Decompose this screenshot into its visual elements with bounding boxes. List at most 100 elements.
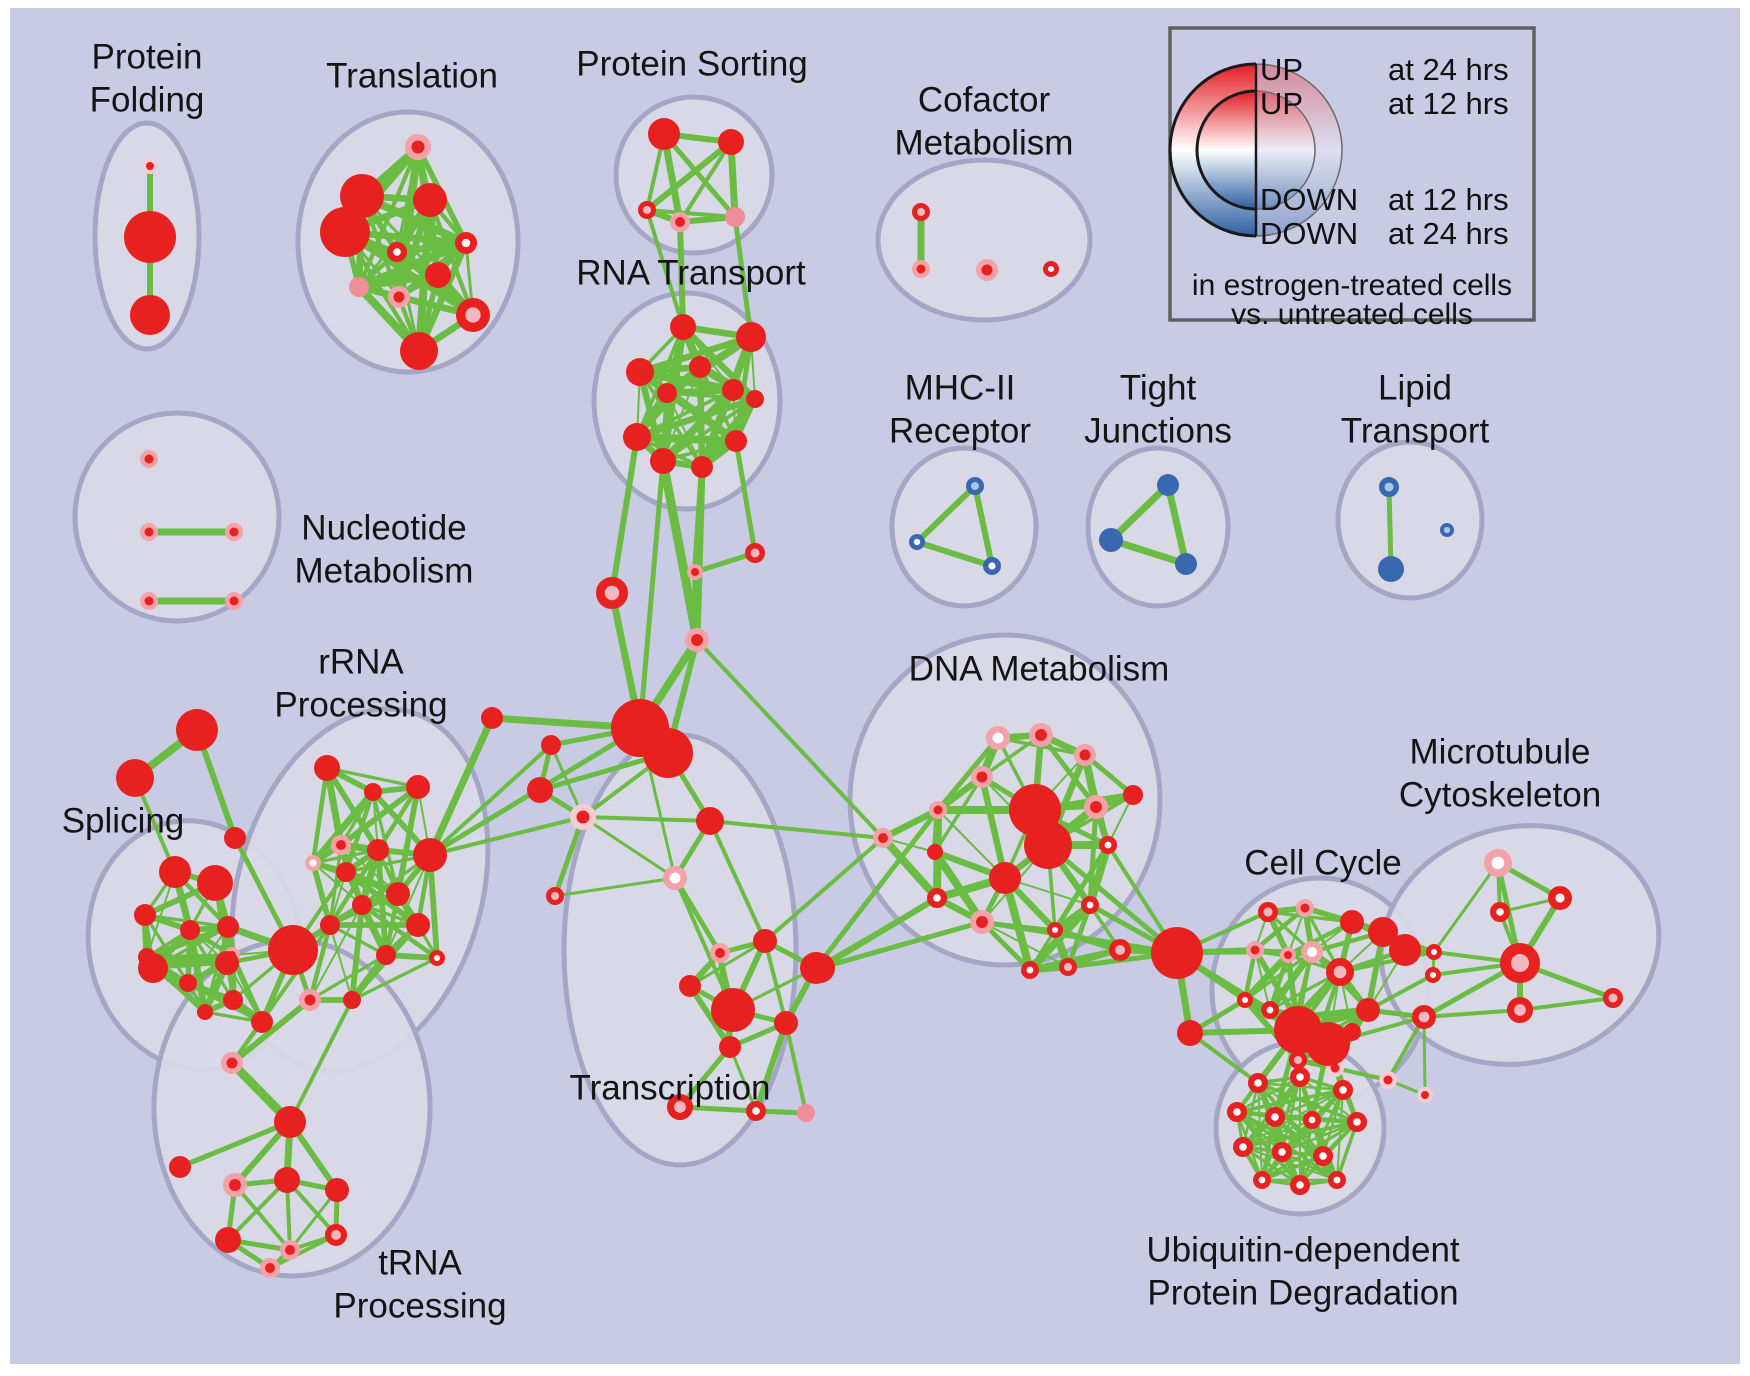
node-splicing-3[interactable] xyxy=(180,920,200,940)
node-cofactor-0[interactable] xyxy=(911,203,930,222)
node-dna-16[interactable] xyxy=(1109,939,1132,962)
node-translation-9[interactable] xyxy=(455,297,490,332)
node-splicing-2[interactable] xyxy=(134,904,156,926)
node-protein_sorting-4[interactable] xyxy=(725,207,745,227)
node-nucleotide-0[interactable] xyxy=(140,450,158,468)
node-transcription-9[interactable] xyxy=(679,975,701,997)
node-translation-3[interactable] xyxy=(320,207,370,257)
node-rrna-2[interactable] xyxy=(406,775,430,799)
node-dna-11[interactable] xyxy=(1099,835,1118,854)
node-ubiquitin-8[interactable] xyxy=(1271,1141,1292,1162)
node-mhc-0[interactable] xyxy=(965,477,984,496)
node-rna_transport-7[interactable] xyxy=(623,423,651,451)
node-tight-1[interactable] xyxy=(1099,528,1123,552)
node-microtubule-3[interactable] xyxy=(1425,943,1442,960)
node-splicing_tri-1[interactable] xyxy=(116,759,154,797)
node-microtubule-8[interactable] xyxy=(1603,988,1623,1008)
node-hub-2[interactable] xyxy=(596,577,629,610)
node-cell_cycle-6[interactable] xyxy=(1280,947,1296,963)
node-hub-4[interactable] xyxy=(745,543,765,563)
node-cell_cycle-9[interactable] xyxy=(1236,991,1253,1008)
node-dna-20[interactable] xyxy=(873,828,893,848)
node-rrna-3[interactable] xyxy=(331,835,351,855)
node-rna_transport-8[interactable] xyxy=(650,448,676,474)
node-cell_cycle-3[interactable] xyxy=(1368,917,1398,947)
node-ubiquitin-2[interactable] xyxy=(1332,1079,1353,1100)
node-dna-9[interactable] xyxy=(989,862,1021,894)
node-trna-0[interactable] xyxy=(221,1052,243,1074)
node-splicing-1[interactable] xyxy=(197,865,233,901)
node-splicing-12[interactable] xyxy=(268,925,318,975)
node-microtubule-7[interactable] xyxy=(1506,997,1533,1024)
node-transcription-2[interactable] xyxy=(570,804,596,830)
node-lipid-2[interactable] xyxy=(1440,522,1455,537)
node-rrna-7[interactable] xyxy=(413,838,447,872)
node-lipid-1[interactable] xyxy=(1378,556,1404,582)
node-dna-15[interactable] xyxy=(1046,921,1063,938)
node-splicing-13[interactable] xyxy=(251,1011,273,1033)
node-microtubule-2[interactable] xyxy=(1489,901,1510,922)
node-nucleotide-2[interactable] xyxy=(225,523,243,541)
node-cell_cycle-4[interactable] xyxy=(1389,934,1421,966)
node-translation-2[interactable] xyxy=(413,183,447,217)
node-rna_transport-2[interactable] xyxy=(626,358,654,386)
node-transcription-10[interactable] xyxy=(711,988,755,1032)
node-transcription-4[interactable] xyxy=(696,807,724,835)
node-rrna-4[interactable] xyxy=(305,855,322,872)
node-rna_transport-4[interactable] xyxy=(657,383,677,403)
node-rrna-13[interactable] xyxy=(429,949,446,966)
node-translation-0[interactable] xyxy=(405,134,431,160)
node-rna_transport-9[interactable] xyxy=(691,456,713,478)
node-protein_sorting-0[interactable] xyxy=(648,118,680,150)
node-transcription-7[interactable] xyxy=(753,929,777,953)
node-rna_transport-1[interactable] xyxy=(736,322,766,352)
node-protein_folding-0[interactable] xyxy=(142,158,158,174)
node-transcription-15[interactable] xyxy=(797,1104,815,1122)
node-trna-2[interactable] xyxy=(169,1156,191,1178)
node-protein_sorting-1[interactable] xyxy=(718,129,744,155)
node-translation-1[interactable] xyxy=(340,174,384,218)
node-ubiquitin-0[interactable] xyxy=(1247,1072,1268,1093)
node-splicing_tri-2[interactable] xyxy=(224,827,246,849)
node-microtubule-5[interactable] xyxy=(1424,966,1441,983)
node-rna_transport-10[interactable] xyxy=(725,430,747,452)
node-cell_cycle-10[interactable] xyxy=(1261,1000,1280,1019)
node-bridge-0[interactable] xyxy=(1151,927,1203,979)
node-trna-3[interactable] xyxy=(223,1173,247,1197)
node-rrna-8[interactable] xyxy=(386,882,410,906)
node-transcription-12[interactable] xyxy=(719,1036,741,1058)
node-hub-6[interactable] xyxy=(481,707,503,729)
node-trna-8[interactable] xyxy=(324,1224,347,1247)
node-trna-9[interactable] xyxy=(260,1258,280,1278)
node-ubiquitin-4[interactable] xyxy=(1264,1106,1285,1127)
node-cell_cycle-2[interactable] xyxy=(1340,910,1364,934)
node-rrna-0[interactable] xyxy=(314,755,340,781)
node-protein_sorting-2[interactable] xyxy=(637,201,656,220)
node-dna-6[interactable] xyxy=(1123,785,1143,805)
node-splicing-8[interactable] xyxy=(215,951,239,975)
node-hub-1[interactable] xyxy=(643,728,693,778)
node-trna-5[interactable] xyxy=(325,1178,349,1202)
node-cofactor-2[interactable] xyxy=(976,259,998,281)
node-cofactor-3[interactable] xyxy=(1042,261,1059,278)
node-mhc-2[interactable] xyxy=(983,557,1002,576)
node-rrna-6[interactable] xyxy=(367,839,389,861)
node-transcription-1[interactable] xyxy=(527,777,553,803)
node-microtubule-0[interactable] xyxy=(1483,848,1512,877)
node-ubiquitin-1[interactable] xyxy=(1289,1066,1310,1087)
node-cell_cycle-1[interactable] xyxy=(1296,899,1314,917)
node-splicing-10[interactable] xyxy=(223,990,243,1010)
node-nucleotide-4[interactable] xyxy=(225,592,243,610)
node-trna-7[interactable] xyxy=(280,1240,300,1260)
node-tight-0[interactable] xyxy=(1157,474,1179,496)
node-translation-5[interactable] xyxy=(387,242,408,263)
node-nucleotide-1[interactable] xyxy=(140,523,158,541)
node-dna-3[interactable] xyxy=(971,766,993,788)
node-ubiquitin-11[interactable] xyxy=(1289,1174,1310,1195)
node-hub-5[interactable] xyxy=(685,628,709,652)
node-rrna-12[interactable] xyxy=(376,945,396,965)
node-transcription-13[interactable] xyxy=(667,1093,694,1120)
node-translation-10[interactable] xyxy=(400,332,438,370)
node-rna_transport-3[interactable] xyxy=(689,356,711,378)
node-rrna-10[interactable] xyxy=(320,915,340,935)
